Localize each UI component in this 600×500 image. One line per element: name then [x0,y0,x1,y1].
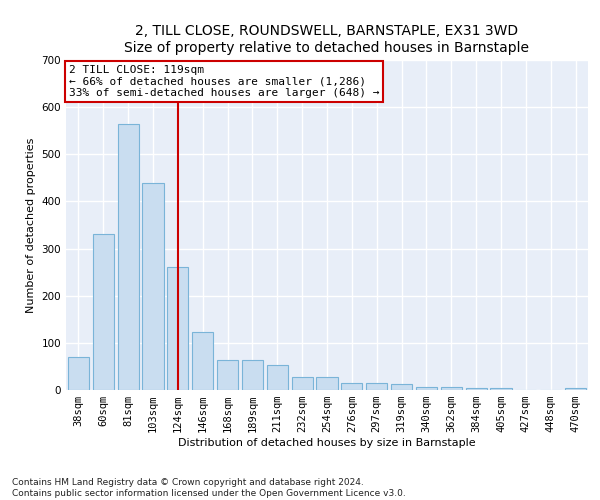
Text: 2 TILL CLOSE: 119sqm
← 66% of detached houses are smaller (1,286)
33% of semi-de: 2 TILL CLOSE: 119sqm ← 66% of detached h… [68,65,379,98]
Bar [167,268,188,390]
Bar [192,332,213,390]
Title: 2, TILL CLOSE, ROUNDSWELL, BARNSTAPLE, EX31 3WD
Size of property relative to det: 2, TILL CLOSE, ROUNDSWELL, BARNSTAPLE, E… [125,24,530,54]
Bar [466,388,487,390]
Bar [441,386,462,390]
Bar [292,377,313,390]
Bar [217,360,238,390]
Bar [242,360,263,390]
Bar [565,388,586,390]
Bar [366,383,387,390]
Bar [416,386,437,390]
Text: Contains HM Land Registry data © Crown copyright and database right 2024.
Contai: Contains HM Land Registry data © Crown c… [12,478,406,498]
Bar [118,124,139,390]
Bar [68,357,89,390]
Bar [93,234,114,390]
Bar [391,384,412,390]
Bar [341,383,362,390]
Bar [267,365,288,390]
Bar [316,377,338,390]
X-axis label: Distribution of detached houses by size in Barnstaple: Distribution of detached houses by size … [178,438,476,448]
Y-axis label: Number of detached properties: Number of detached properties [26,138,36,312]
Bar [490,388,512,390]
Bar [142,182,164,390]
